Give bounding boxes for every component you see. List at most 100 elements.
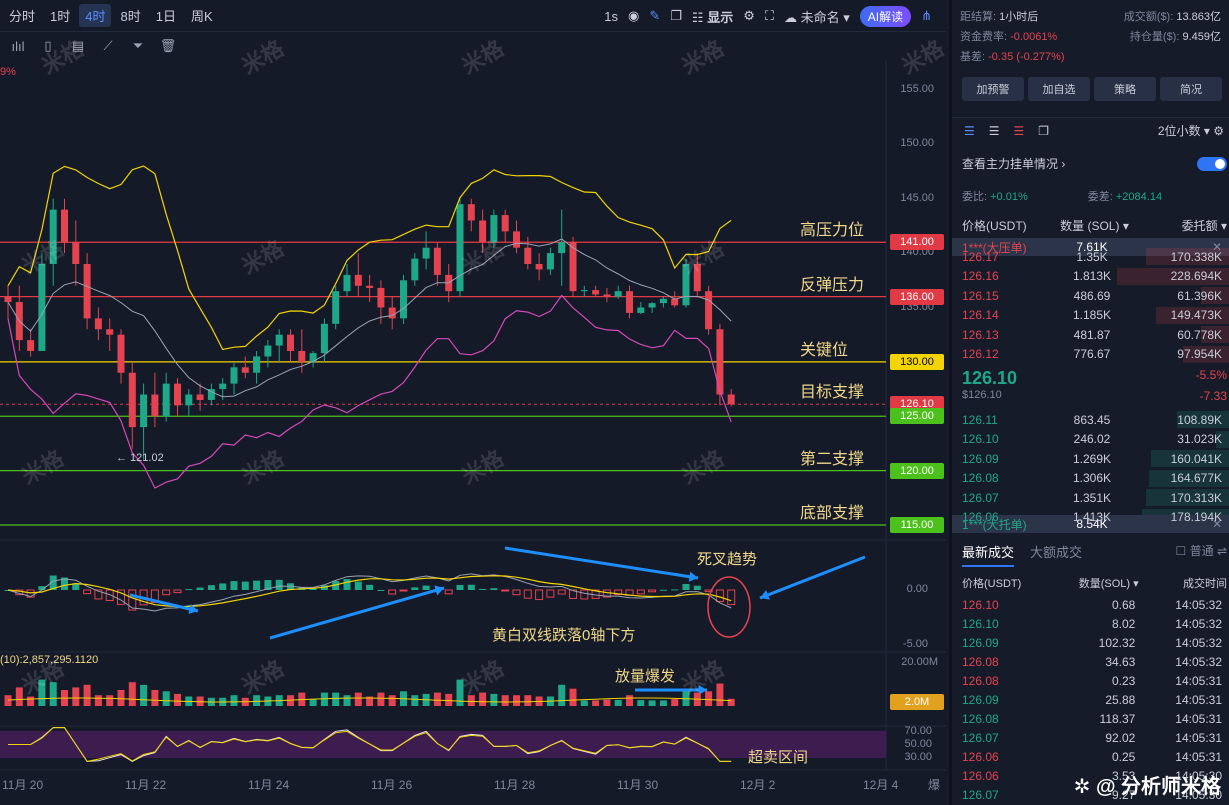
candle-body [558, 242, 566, 254]
trade-time: 14:05:31 [1175, 673, 1223, 688]
book-depth-icon[interactable]: ❐ [1038, 123, 1050, 138]
trades-qty-header[interactable]: 数量(SOL) ▾ [1078, 578, 1139, 590]
depth-bar [1156, 306, 1229, 324]
action-button-0[interactable]: 加预警 [962, 77, 1024, 101]
timeframe-3[interactable]: 8时 [120, 9, 141, 24]
big-ask-row[interactable]: 1***(大压单) 7.61K ✕ [952, 238, 1229, 256]
ob-row[interactable]: 126.10 246.02 31.023K [952, 430, 1229, 450]
pencil-icon[interactable]: ✎ [649, 8, 661, 23]
x-axis-label: 11月 30 [617, 778, 659, 792]
volume-bar [140, 684, 148, 706]
candle-body [400, 280, 407, 319]
ob-row[interactable]: 126.08 1.306K 164.677K [952, 469, 1229, 489]
candle-body [38, 264, 46, 351]
right-panel: 距结算: 1小时后 成交额($): 13.863亿 资金费率: -0.0061%… [949, 0, 1229, 805]
trash-icon[interactable]: 🗑 [159, 38, 177, 53]
normal-filter[interactable]: ☐ 普通 ⇌ [1175, 544, 1227, 558]
candle-body [682, 264, 690, 306]
settings-icon[interactable]: ⚙ [743, 8, 755, 23]
action-button-1[interactable]: 加自选 [1028, 77, 1090, 101]
ob-amount: 60.778K [1177, 327, 1223, 342]
ob-row[interactable]: 126.09 1.269K 160.041K [952, 449, 1229, 469]
ob-amount: 160.041K [1170, 451, 1223, 466]
candle-body [614, 291, 622, 297]
ob-row[interactable]: 126.17 1.35K 170.338K [952, 247, 1229, 267]
ob-row[interactable]: 126.14 1.185K 149.473K [952, 306, 1229, 326]
ob-row[interactable]: 126.12 776.67 97.954K [952, 345, 1229, 365]
candle-body [174, 383, 181, 406]
book-asks-icon[interactable]: ☰ [1013, 123, 1025, 138]
main-orders-toggle[interactable] [1197, 156, 1227, 171]
trade-qty: 0.25 [1111, 749, 1136, 764]
action-button-3[interactable]: 简况 [1160, 77, 1222, 101]
ob-row[interactable]: 126.11 863.45 108.89K [952, 410, 1229, 430]
candle-body [185, 394, 193, 406]
trade-qty: 25.88 [1105, 692, 1136, 707]
close-icon[interactable]: ✕ [1211, 240, 1223, 254]
ob-price: 126.10 [962, 432, 999, 447]
draw-icon[interactable]: ⟋ [103, 38, 113, 53]
volume-bar [671, 699, 679, 706]
ob-amount-header[interactable]: 委托额 ▾ [1181, 219, 1227, 233]
cloud-layout-button[interactable]: ☁ 未命名 ▾ [783, 9, 850, 25]
template-icon[interactable]: ▤ [71, 38, 85, 53]
precision-select[interactable]: 2位小数 ▾ ⚙ [1157, 124, 1224, 138]
chart-area[interactable]: 分时 1时 4时 8时 1日 周K 1s ◉ ✎ ❐ ☷ 显示 ⚙ ⛶ ☁ 未命名 ▾ A… [0, 0, 946, 805]
trade-row: 126.10 8.02 14:05:32 [952, 614, 1229, 633]
big-bid-row[interactable]: 1***(大托单) 8.54K ✕ [952, 515, 1229, 533]
share-icon[interactable]: ⋔ [921, 8, 932, 23]
book-bids-icon[interactable]: ☰ [988, 123, 1000, 138]
trade-price: 126.10 [962, 597, 999, 612]
timeframe-0[interactable]: 分时 [9, 9, 36, 24]
trade-time: 14:05:31 [1175, 730, 1223, 745]
ob-price: 126.12 [962, 347, 999, 362]
adjust-icon[interactable]: ⇌ [1216, 544, 1227, 558]
close-icon[interactable]: ✕ [1211, 517, 1223, 531]
indicator-icon[interactable]: ılıl [11, 38, 25, 54]
filter-icon[interactable]: ⏷ [132, 38, 144, 53]
macd-hist-bar [557, 589, 566, 595]
macd-hist-bar [196, 587, 204, 590]
candle-body [592, 290, 600, 295]
main-orders-row[interactable]: 查看主力挂单情况 › [962, 155, 1227, 172]
ob-qty-header[interactable]: 数量 (SOL) ▾ [1060, 219, 1129, 233]
display-button[interactable]: ☷ 显示 [691, 9, 734, 25]
tab-latest-trades[interactable]: 最新成交 [962, 542, 1015, 567]
ask-rows: 126.17 1.35K 170.338K 126.16 1.813K 228.694K 1… [952, 247, 1229, 364]
macd-hist-bar [479, 588, 487, 590]
book-both-icon[interactable]: ☰ [964, 123, 975, 138]
ob-amount: 170.338K [1170, 249, 1223, 264]
candle-type-icon[interactable]: ▯ [44, 38, 52, 53]
layers-icon[interactable]: ❐ [670, 8, 682, 23]
tab-large-trades[interactable]: 大额成交 [1030, 545, 1083, 560]
settings-icon[interactable]: ⚙ [1213, 124, 1224, 138]
price-tick: 150.00 [900, 137, 934, 150]
timeframe-1[interactable]: 1时 [50, 9, 71, 24]
ob-qty: 863.45 [1073, 412, 1111, 427]
x-axis-label: 11月 28 [494, 778, 536, 792]
oversold-annotation: 超卖区间 [748, 749, 809, 766]
candle-body [603, 294, 611, 297]
fullscreen-icon[interactable]: ⛶ [764, 8, 774, 23]
trade-price: 126.06 [962, 749, 999, 764]
arrow-annotation [129, 593, 199, 613]
chart-canvas[interactable] [0, 0, 946, 805]
big-ask-label: 1***(大压单) [962, 240, 1027, 255]
camera-icon[interactable]: ◉ [628, 8, 640, 23]
volume-bar [366, 696, 374, 706]
ob-row[interactable]: 126.15 486.69 61.396K [952, 286, 1229, 306]
timeframe-2[interactable]: 4时 [79, 4, 112, 27]
ob-row[interactable]: 126.06 1.413K 178.194K [952, 508, 1229, 528]
ob-row[interactable]: 126.16 1.813K 228.694K [952, 267, 1229, 287]
timeframe-4[interactable]: 1日 [155, 9, 176, 24]
ob-price: 126.06 [962, 510, 999, 525]
candle-body [83, 264, 91, 319]
ob-row[interactable]: 126.07 1.351K 170.313K [952, 488, 1229, 508]
candle-body [275, 334, 283, 346]
timeframe-5[interactable]: 周K [190, 9, 213, 24]
action-button-2[interactable]: 策略 [1094, 77, 1156, 101]
ai-interpret-button[interactable]: AI解读 [859, 5, 912, 27]
macd-hist-bar [253, 580, 261, 590]
interval-label[interactable]: 1s [604, 8, 618, 24]
ob-row[interactable]: 126.13 481.87 60.778K [952, 325, 1229, 345]
